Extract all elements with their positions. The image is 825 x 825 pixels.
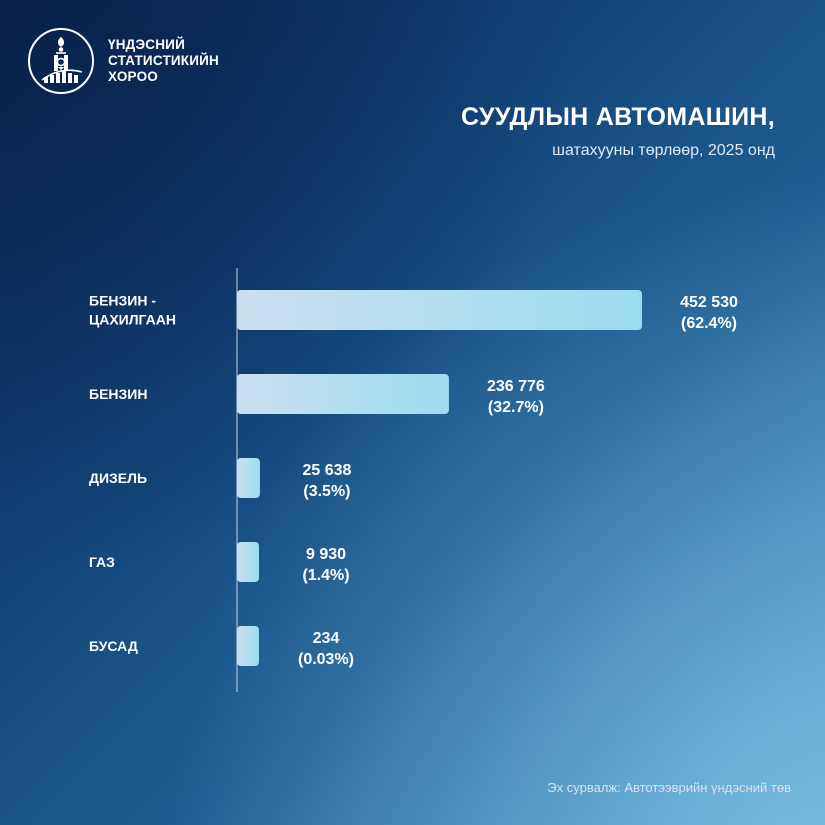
org-name-line-1: ҮНДЭСНИЙ (108, 37, 185, 52)
value-label-4: 234 (313, 630, 340, 647)
category-label-2-0: ДИЗЕЛЬ (89, 470, 147, 486)
percent-label-3: (1.4%) (302, 567, 349, 584)
value-label-0: 452 530 (680, 294, 738, 311)
percent-label-1: (32.7%) (488, 399, 544, 416)
category-label-0-0: БЕНЗИН - (89, 293, 156, 309)
org-name-line-2: СТАТИСТИКИЙН (108, 53, 219, 68)
soyombo-emblem-icon (28, 28, 94, 94)
category-label-0-1: ЦАХИЛГААН (89, 312, 176, 328)
category-label-4-0: БУСАД (89, 638, 138, 654)
bar-2 (237, 458, 260, 498)
org-logo-block: ҮНДЭСНИЙ СТАТИСТИКИЙН ХОРОО (28, 28, 219, 94)
percent-label-2: (3.5%) (303, 483, 350, 500)
chart-subtitle: шатахууны төрлөөр, 2025 онд (552, 142, 775, 159)
bar-4 (237, 626, 259, 666)
chart-title: СУУДЛЫН АВТОМАШИН, (460, 103, 775, 131)
value-label-3: 9 930 (306, 546, 346, 563)
bar-1 (237, 374, 449, 414)
bar-3 (237, 542, 259, 582)
percent-label-0: (62.4%) (681, 315, 737, 332)
value-label-2: 25 638 (302, 462, 351, 479)
org-name: ҮНДЭСНИЙ СТАТИСТИКИЙН ХОРОО (108, 37, 219, 85)
org-name-line-3: ХОРОО (108, 69, 158, 84)
category-label-3-0: ГАЗ (89, 554, 115, 570)
category-label-1-0: БЕНЗИН (89, 386, 147, 402)
value-label-1: 236 776 (487, 378, 545, 395)
source-note: Эх сурвалж: Автотээврийн үндэсний төв (547, 780, 791, 795)
percent-label-4: (0.03%) (298, 651, 354, 668)
bar-0 (237, 290, 642, 330)
